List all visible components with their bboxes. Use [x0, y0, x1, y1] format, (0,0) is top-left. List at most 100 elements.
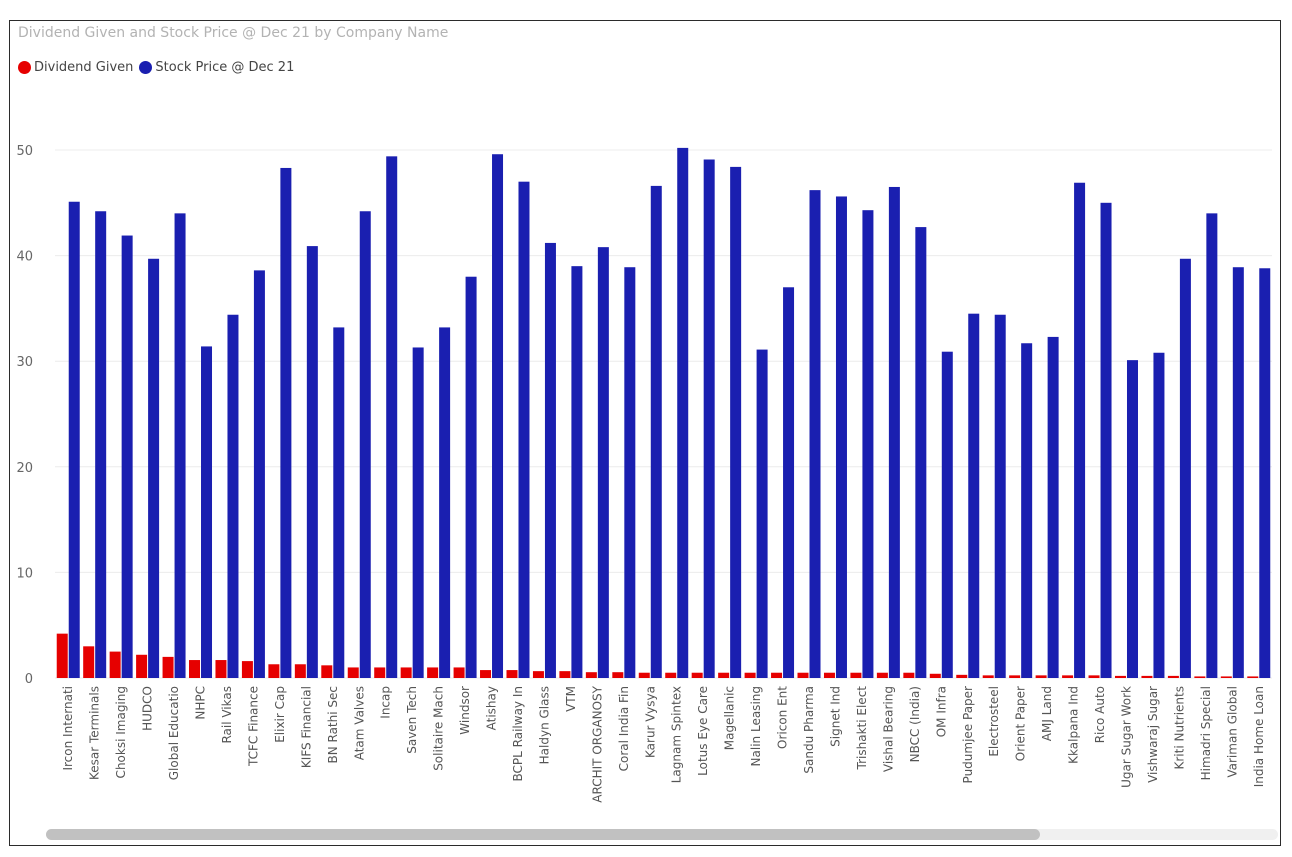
bar-dividend-37[interactable]	[1035, 675, 1047, 678]
bar-stock-price-8[interactable]	[280, 167, 292, 678]
bar-stock-price-18[interactable]	[544, 242, 556, 678]
bar-dividend-1[interactable]	[83, 646, 95, 678]
bar-stock-price-30[interactable]	[862, 210, 874, 678]
bar-dividend-8[interactable]	[268, 664, 280, 678]
bar-stock-price-7[interactable]	[253, 270, 265, 678]
bar-dividend-43[interactable]	[1194, 676, 1206, 678]
bar-dividend-21[interactable]	[612, 672, 624, 678]
legend-item-dividend[interactable]: Dividend Given	[18, 60, 133, 75]
horizontal-scrollbar-thumb[interactable]	[46, 829, 1040, 840]
bar-stock-price-29[interactable]	[835, 196, 847, 678]
legend-item-stock-price[interactable]: Stock Price @ Dec 21	[139, 60, 294, 75]
bar-stock-price-43[interactable]	[1206, 213, 1218, 679]
bar-stock-price-45[interactable]	[1259, 268, 1271, 678]
bar-stock-price-44[interactable]	[1232, 267, 1244, 678]
bar-dividend-24[interactable]	[691, 672, 703, 678]
bar-stock-price-42[interactable]	[1179, 258, 1191, 678]
bar-dividend-42[interactable]	[1167, 675, 1179, 678]
bar-stock-price-38[interactable]	[1074, 182, 1086, 679]
bar-stock-price-10[interactable]	[333, 327, 345, 678]
bar-stock-price-15[interactable]	[465, 276, 477, 678]
bar-stock-price-1[interactable]	[95, 211, 107, 678]
bar-dividend-34[interactable]	[956, 674, 968, 678]
bar-dividend-27[interactable]	[771, 672, 783, 678]
bar-dividend-20[interactable]	[585, 672, 597, 678]
bar-stock-price-17[interactable]	[518, 181, 530, 678]
bar-dividend-17[interactable]	[506, 670, 518, 678]
bar-dividend-38[interactable]	[1062, 675, 1074, 678]
bar-stock-price-13[interactable]	[412, 347, 424, 678]
bar-dividend-9[interactable]	[294, 664, 306, 678]
bar-dividend-4[interactable]	[162, 656, 174, 678]
bar-stock-price-6[interactable]	[227, 314, 239, 678]
bar-dividend-32[interactable]	[903, 672, 915, 678]
bar-dividend-16[interactable]	[480, 670, 492, 678]
bar-stock-price-26[interactable]	[756, 349, 768, 678]
bar-stock-price-14[interactable]	[439, 327, 451, 678]
bar-stock-price-16[interactable]	[492, 154, 504, 679]
bar-stock-price-11[interactable]	[359, 211, 371, 678]
bar-dividend-10[interactable]	[321, 665, 333, 678]
bar-dividend-41[interactable]	[1141, 675, 1153, 678]
bar-stock-price-0[interactable]	[68, 201, 80, 679]
bar-stock-price-40[interactable]	[1126, 360, 1138, 678]
bar-dividend-22[interactable]	[638, 672, 650, 678]
bar-dividend-35[interactable]	[982, 675, 994, 678]
bar-dividend-12[interactable]	[374, 667, 386, 678]
x-tick-label: HUDCO	[141, 686, 155, 731]
bar-stock-price-39[interactable]	[1100, 202, 1112, 679]
bar-dividend-28[interactable]	[797, 672, 809, 678]
bar-stock-price-28[interactable]	[809, 190, 821, 678]
bar-stock-price-5[interactable]	[201, 346, 213, 678]
bar-dividend-39[interactable]	[1088, 675, 1100, 678]
bar-stock-price-24[interactable]	[703, 159, 715, 679]
bar-stock-price-20[interactable]	[597, 247, 609, 678]
bar-stock-price-23[interactable]	[677, 147, 689, 678]
bar-dividend-5[interactable]	[189, 660, 201, 678]
bar-stock-price-35[interactable]	[994, 314, 1006, 678]
bar-stock-price-32[interactable]	[915, 227, 927, 678]
bar-dividend-19[interactable]	[559, 671, 571, 678]
bar-stock-price-9[interactable]	[306, 246, 318, 678]
bar-stock-price-3[interactable]	[148, 258, 160, 678]
bar-dividend-33[interactable]	[929, 673, 941, 678]
bar-dividend-18[interactable]	[532, 671, 544, 678]
bar-stock-price-2[interactable]	[121, 235, 133, 679]
bar-stock-price-4[interactable]	[174, 213, 186, 679]
bar-stock-price-19[interactable]	[571, 266, 583, 678]
bar-stock-price-25[interactable]	[730, 166, 742, 678]
y-tick-label: 10	[16, 566, 33, 581]
bar-dividend-31[interactable]	[876, 672, 888, 678]
bar-stock-price-41[interactable]	[1153, 352, 1165, 678]
bar-dividend-13[interactable]	[400, 667, 412, 678]
bar-stock-price-34[interactable]	[968, 313, 980, 678]
bar-stock-price-22[interactable]	[650, 185, 662, 678]
bar-dividend-30[interactable]	[850, 672, 862, 678]
x-tick-label: Global Educatio	[167, 686, 181, 780]
bar-dividend-29[interactable]	[823, 672, 835, 678]
bar-dividend-3[interactable]	[136, 654, 148, 678]
bar-stock-price-27[interactable]	[783, 287, 795, 678]
bar-stock-price-21[interactable]	[624, 267, 636, 678]
bar-dividend-44[interactable]	[1220, 676, 1232, 678]
bar-stock-price-12[interactable]	[386, 156, 398, 679]
bar-dividend-7[interactable]	[241, 661, 253, 678]
bar-dividend-45[interactable]	[1247, 676, 1259, 678]
x-tick-label: Oricon Ent	[776, 686, 790, 749]
bar-dividend-25[interactable]	[718, 672, 730, 678]
bar-dividend-36[interactable]	[1009, 675, 1021, 678]
x-tick-label: Choksi Imaging	[114, 686, 128, 778]
bar-stock-price-36[interactable]	[1021, 343, 1033, 678]
bar-stock-price-31[interactable]	[888, 186, 900, 678]
bar-dividend-2[interactable]	[109, 651, 121, 678]
bar-dividend-6[interactable]	[215, 660, 227, 678]
bar-stock-price-33[interactable]	[941, 351, 953, 678]
bar-dividend-15[interactable]	[453, 667, 465, 678]
bar-dividend-26[interactable]	[744, 672, 756, 678]
bar-dividend-23[interactable]	[665, 672, 677, 678]
bar-dividend-14[interactable]	[427, 667, 439, 678]
bar-dividend-0[interactable]	[56, 633, 68, 678]
bar-dividend-40[interactable]	[1114, 675, 1126, 678]
bar-dividend-11[interactable]	[347, 667, 359, 678]
bar-stock-price-37[interactable]	[1047, 336, 1059, 678]
